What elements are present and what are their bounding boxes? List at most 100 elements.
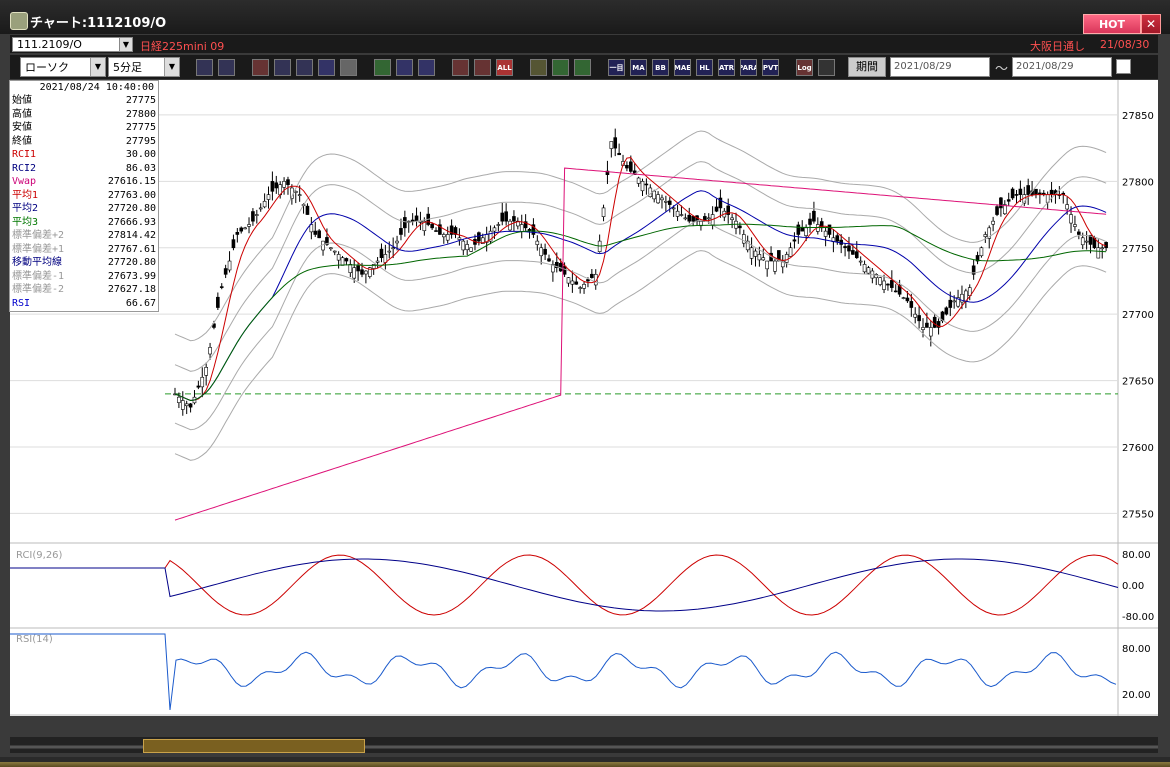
mae-icon[interactable]: MAE (674, 59, 691, 76)
bollinger-lower-2 (174, 250, 1107, 461)
hot-button[interactable]: HOT (1083, 14, 1141, 34)
hl-icon[interactable]: HL (696, 59, 713, 76)
candle-body (909, 301, 914, 308)
tooltip-value: 86.03 (125, 162, 156, 174)
candle-body (745, 240, 750, 251)
tooltip-row: 標準偏差-2 27627.18 (12, 283, 156, 296)
color-icon[interactable] (552, 59, 569, 76)
candle-body (917, 315, 921, 322)
pencil-icon[interactable] (374, 59, 391, 76)
candle-body (177, 396, 181, 403)
zoom-icon[interactable] (196, 59, 213, 76)
candle-body (679, 214, 684, 216)
candle-body (609, 141, 614, 149)
settings-icon[interactable] (530, 59, 547, 76)
candle-body (465, 244, 469, 251)
candle-body (761, 257, 766, 261)
candle-body (1065, 204, 1069, 210)
candle-body (395, 240, 399, 244)
data-tooltip: 2021/08/24 10:40:00 始値 27775 高値 27800 安値 2777… (9, 80, 159, 312)
bar-icon[interactable] (474, 59, 491, 76)
candle-body (784, 254, 789, 263)
candle-body (675, 210, 680, 217)
atr-icon[interactable]: ATR (718, 59, 735, 76)
chart-area[interactable]: 27550276002765027700277502780027850424/8… (10, 80, 1158, 733)
crosshair-icon[interactable] (218, 59, 235, 76)
all-icon[interactable]: ALL (496, 59, 513, 76)
candle-body (780, 260, 785, 268)
chevron-down-icon[interactable]: ▼ (119, 37, 133, 52)
scrollbar-thumb[interactable] (143, 739, 365, 753)
chevron-down-icon[interactable]: ▼ (90, 58, 105, 76)
tooltip-row: 平均2 27720.80 (12, 202, 156, 215)
zoom-range-icon[interactable] (274, 59, 291, 76)
candle-body (243, 227, 247, 230)
tooltip-label: 安値 (12, 122, 32, 133)
para-icon[interactable]: PARA (740, 59, 757, 76)
tooltip-label: RSI (12, 297, 31, 309)
candle-body (184, 403, 189, 407)
candle-body (991, 220, 995, 225)
disabled-tool-icon[interactable] (340, 59, 357, 76)
candle-body (718, 197, 723, 209)
tooltip-label: 標準偏差+1 (12, 243, 65, 255)
fib-icon[interactable] (318, 59, 335, 76)
date-to-input[interactable]: 2021/08/29 (1012, 57, 1112, 77)
ma1-line (174, 156, 1107, 402)
candle-body (656, 194, 660, 204)
candle-body (1049, 189, 1054, 195)
candle-body (960, 293, 964, 303)
candle-body (854, 251, 859, 259)
target-icon[interactable] (296, 59, 313, 76)
export-icon[interactable] (818, 59, 835, 76)
interval-select[interactable]: 5分足 ▼ (108, 57, 180, 77)
trendline-icon[interactable] (252, 59, 269, 76)
palette-icon[interactable] (574, 59, 591, 76)
candle-icon[interactable] (452, 59, 469, 76)
candle-body (430, 223, 434, 229)
rsi-line (10, 633, 1117, 711)
ma-icon[interactable]: MA (630, 59, 647, 76)
candle-body (726, 205, 731, 215)
pvt-icon[interactable]: PVT (762, 59, 779, 76)
candle-body (753, 250, 758, 257)
undo-icon[interactable] (418, 59, 435, 76)
candle-body (788, 247, 793, 257)
candle-body (983, 234, 988, 237)
candle-body (519, 224, 524, 233)
cursor-icon[interactable] (396, 59, 413, 76)
candle-body (987, 227, 992, 239)
candle-body (227, 260, 232, 271)
candle-body (223, 268, 228, 275)
bb-icon[interactable]: BB (652, 59, 669, 76)
candle-body (512, 216, 516, 222)
price-tick-label: 27650 (1122, 377, 1154, 388)
candle-body (504, 211, 508, 222)
tooltip-value: 66.67 (125, 297, 156, 309)
candle-body (309, 224, 314, 233)
candle-body (325, 237, 329, 245)
candle-body (741, 234, 746, 244)
candle-body (418, 220, 423, 223)
tooltip-row: 標準偏差-1 27673.99 (12, 270, 156, 283)
date-from-input[interactable]: 2021/08/29 (890, 57, 990, 77)
candle-body (543, 248, 547, 255)
candle-body (188, 403, 193, 408)
log-icon[interactable]: Log (796, 59, 813, 76)
options-checkbox[interactable] (1116, 59, 1131, 74)
chevron-down-icon[interactable]: ▼ (164, 58, 179, 76)
tooltip-label: 標準偏差-2 (12, 284, 65, 295)
candle-body (827, 224, 832, 235)
chart-type-select[interactable]: ローソク ▼ (20, 57, 106, 77)
symbol-input[interactable]: 111.2109/O (12, 37, 120, 52)
close-icon[interactable]: ✕ (1141, 14, 1161, 34)
rci-tick-label: 80.00 (1122, 550, 1151, 561)
tooltip-row: Vwap 27616.15 (12, 175, 156, 188)
price-chart[interactable]: 27550276002765027700277502780027850424/8… (10, 80, 1158, 733)
period-button[interactable]: 期間 (848, 57, 886, 77)
ichimoku-icon[interactable]: 一目 (608, 59, 625, 76)
tooltip-label: 平均2 (12, 203, 39, 214)
tooltip-value: 27673.99 (107, 270, 156, 282)
ma3-line (174, 223, 1107, 402)
candle-body (890, 280, 894, 288)
